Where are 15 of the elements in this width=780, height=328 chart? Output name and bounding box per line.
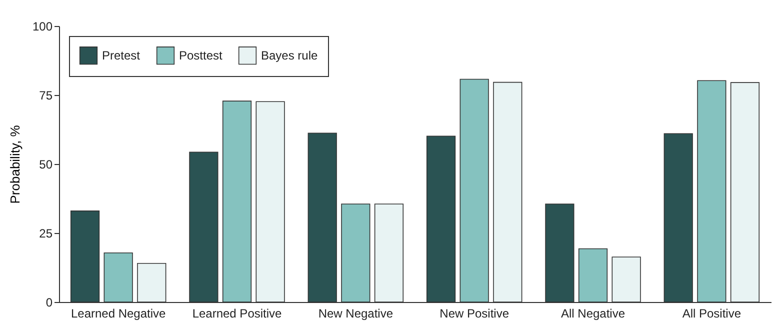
legend-label: Posttest [179, 48, 224, 63]
x-tick-label: All Negative [560, 306, 626, 320]
x-tick-label: Learned Negative [70, 306, 166, 320]
y-axis-title: Probability, % [7, 124, 22, 204]
x-tick-label: New Positive [440, 306, 510, 320]
y-tick-label: 100 [32, 20, 53, 34]
y-tick-label: 0 [46, 296, 53, 310]
y-tick-label: 75 [39, 88, 53, 102]
y-tick-label: 25 [39, 226, 53, 240]
y-tick-label: 50 [39, 158, 53, 172]
x-tick-label: All Positive [682, 306, 742, 320]
x-tick-label: New Negative [318, 306, 394, 320]
legend-label: Bayes rule [261, 48, 318, 63]
legend-label: Pretest [102, 48, 141, 63]
x-tick-label: Learned Positive [192, 306, 282, 320]
